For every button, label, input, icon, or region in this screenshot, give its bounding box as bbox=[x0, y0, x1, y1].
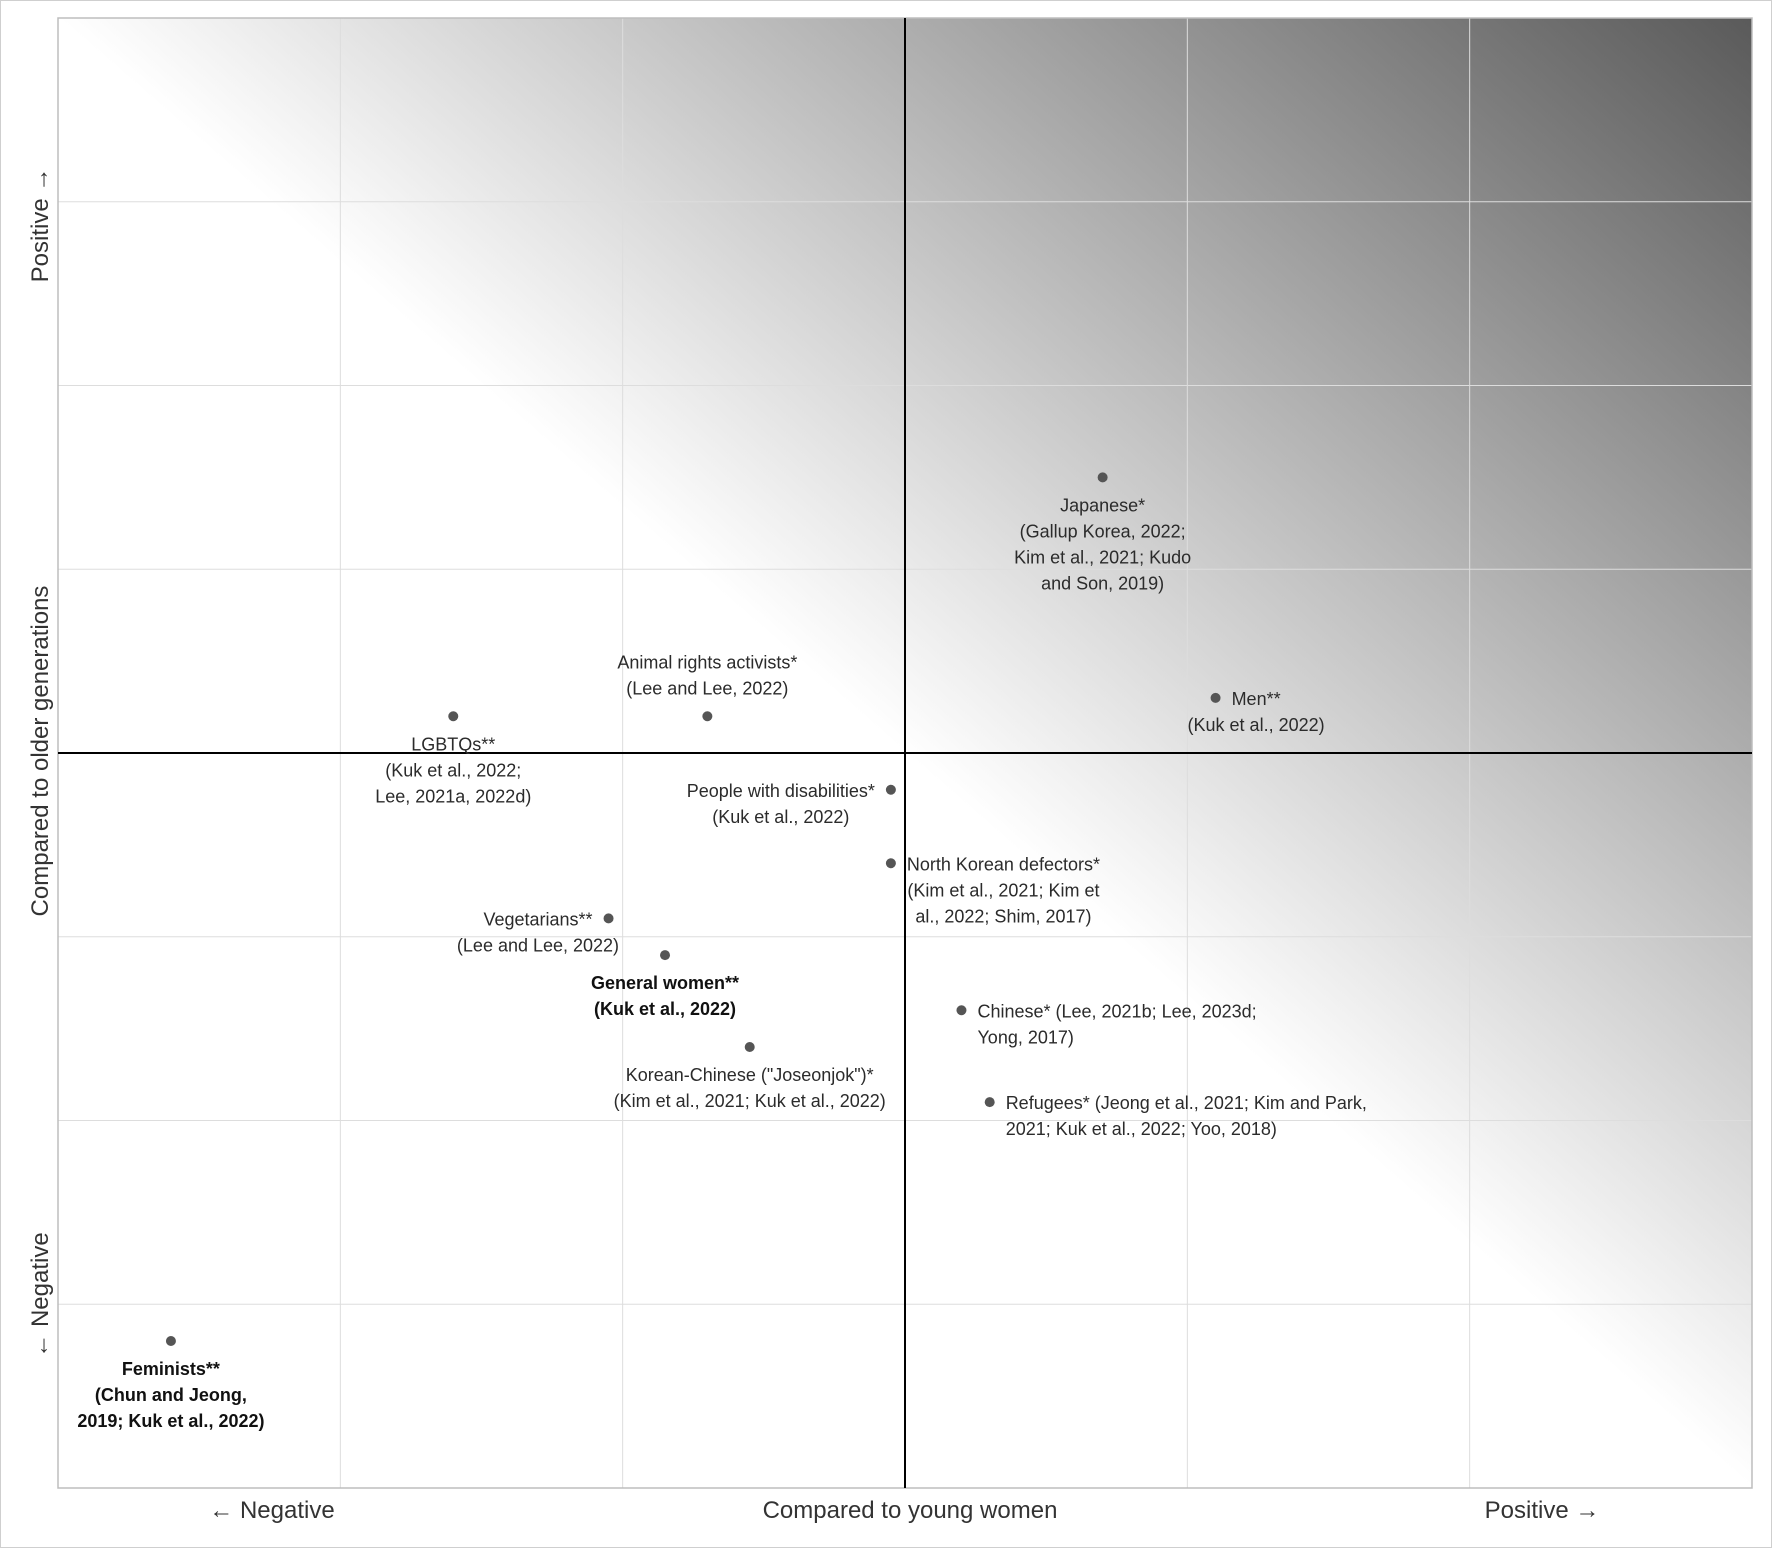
point-label: People with disabilities* (Kuk et al., 20… bbox=[687, 781, 875, 827]
point-label: Refugees* (Jeong et al., 2021; Kim and P… bbox=[1006, 1093, 1367, 1139]
point-label-line: People with disabilities* bbox=[687, 781, 875, 801]
point-label-line: and Son, 2019) bbox=[1041, 573, 1164, 593]
point-label-line: Yong, 2017) bbox=[977, 1027, 1073, 1047]
point-korean-chinese: Korean-Chinese ("Joseonjok")* (Kim et al.… bbox=[614, 1042, 886, 1111]
point-label-line: Lee, 2021a, 2022d) bbox=[375, 786, 531, 806]
data-point-marker bbox=[885, 784, 896, 795]
data-point-marker bbox=[956, 1005, 967, 1016]
point-label: Men** (Kuk et al., 2022) bbox=[1188, 689, 1325, 735]
point-nk-defectors: North Korean defectors* (Kim et al., 2021… bbox=[885, 854, 1100, 926]
point-label-line: LGBTQs** bbox=[411, 734, 495, 754]
x-axis-title: Compared to young women bbox=[763, 1497, 1058, 1524]
point-general-women: General women** (Kuk et al., 2022) bbox=[591, 950, 739, 1019]
point-label-line: 2021; Kuk et al., 2022; Yoo, 2018) bbox=[1006, 1119, 1277, 1139]
point-label: Chinese* (Lee, 2021b; Lee, 2023d; Yong, 2… bbox=[977, 1001, 1256, 1047]
point-label-line: (Lee and Lee, 2022) bbox=[457, 935, 619, 955]
y-axis-title: Compared to older generations bbox=[27, 586, 54, 917]
point-label: Feminists** (Chun and Jeong, 2019; Kuk et … bbox=[77, 1359, 264, 1431]
point-label-line: Kim et al., 2021; Kudo bbox=[1014, 547, 1191, 567]
x-axis-negative-label: ← Negative bbox=[209, 1497, 334, 1524]
point-label-line: (Kuk et al., 2022) bbox=[594, 999, 736, 1019]
point-chinese: Chinese* (Lee, 2021b; Lee, 2023d; Yong, 2… bbox=[956, 1001, 1257, 1047]
point-label-line: Refugees* (Jeong et al., 2021; Kim and P… bbox=[1006, 1093, 1367, 1113]
data-point-marker bbox=[1210, 692, 1221, 703]
y-axis-negative-label: ← Negative bbox=[27, 1232, 54, 1357]
point-label-line: Chinese* (Lee, 2021b; Lee, 2023d; bbox=[977, 1001, 1256, 1021]
point-label-line: (Kim et al., 2021; Kim et bbox=[907, 880, 1099, 900]
point-men: Men** (Kuk et al., 2022) bbox=[1188, 689, 1325, 735]
point-label-line: General women** bbox=[591, 973, 739, 993]
point-label-line: Korean-Chinese ("Joseonjok")* bbox=[626, 1065, 874, 1085]
point-label-line: (Chun and Jeong, bbox=[95, 1385, 247, 1405]
data-point-marker bbox=[1097, 472, 1108, 483]
point-label-line: (Gallup Korea, 2022; bbox=[1020, 521, 1186, 541]
point-label-line: al., 2022; Shim, 2017) bbox=[915, 906, 1091, 926]
point-label-line: Animal rights activists* bbox=[617, 652, 797, 672]
point-label-line: Feminists** bbox=[122, 1359, 220, 1379]
y-axis-positive-label: Positive → bbox=[27, 168, 54, 283]
point-vegetarians: Vegetarians** (Lee and Lee, 2022) bbox=[457, 909, 619, 955]
point-label: General women** (Kuk et al., 2022) bbox=[591, 973, 739, 1019]
point-label-line: Vegetarians** bbox=[483, 909, 592, 929]
point-label-line: Men** bbox=[1232, 689, 1281, 709]
point-label-line: (Kuk et al., 2022; bbox=[385, 760, 521, 780]
point-lgbtqs: LGBTQs** (Kuk et al., 2022; Lee, 2021a, 20… bbox=[375, 711, 531, 806]
point-label: Japanese* (Gallup Korea, 2022; Kim et al.,… bbox=[1014, 495, 1191, 593]
point-label-line: (Kuk et al., 2022) bbox=[712, 807, 849, 827]
data-point-marker bbox=[885, 858, 896, 869]
point-label: North Korean defectors* (Kim et al., 2021… bbox=[907, 854, 1100, 926]
point-japanese: Japanese* (Gallup Korea, 2022; Kim et al.,… bbox=[1014, 472, 1191, 593]
point-label-line: 2019; Kuk et al., 2022) bbox=[77, 1411, 264, 1431]
data-points: Japanese* (Gallup Korea, 2022; Kim et al.,… bbox=[77, 472, 1367, 1431]
data-point-marker bbox=[448, 711, 459, 722]
point-label-line: (Kim et al., 2021; Kuk et al., 2022) bbox=[614, 1091, 886, 1111]
point-label-line: North Korean defectors* bbox=[907, 854, 1100, 874]
point-disabilities: People with disabilities* (Kuk et al., 20… bbox=[687, 781, 896, 827]
point-refugees: Refugees* (Jeong et al., 2021; Kim and P… bbox=[984, 1093, 1367, 1139]
point-label: Animal rights activists* (Lee and Lee, 20… bbox=[617, 652, 797, 698]
point-animal-rights: Animal rights activists* (Lee and Lee, 20… bbox=[617, 652, 797, 722]
point-label-line: (Lee and Lee, 2022) bbox=[626, 678, 788, 698]
data-point-marker bbox=[603, 913, 614, 924]
data-point-marker bbox=[165, 1336, 176, 1346]
point-label-line: Japanese* bbox=[1060, 495, 1145, 515]
point-label: Korean-Chinese ("Joseonjok")* (Kim et al.… bbox=[614, 1065, 886, 1111]
point-label: LGBTQs** (Kuk et al., 2022; Lee, 2021a, 20… bbox=[375, 734, 531, 806]
point-label: Vegetarians** (Lee and Lee, 2022) bbox=[457, 909, 619, 955]
data-point-marker bbox=[660, 950, 671, 961]
data-point-marker bbox=[744, 1042, 755, 1052]
data-point-marker bbox=[702, 711, 713, 722]
x-axis-positive-label: Positive → bbox=[1485, 1497, 1600, 1524]
data-point-marker bbox=[984, 1097, 995, 1108]
point-feminists: Feminists** (Chun and Jeong, 2019; Kuk et … bbox=[77, 1336, 264, 1431]
point-label-line: (Kuk et al., 2022) bbox=[1188, 715, 1325, 735]
